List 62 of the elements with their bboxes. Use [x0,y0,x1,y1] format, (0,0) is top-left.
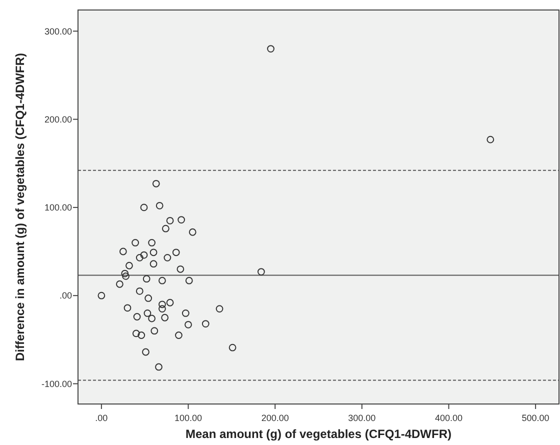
point [150,248,158,256]
point [257,268,265,276]
point [486,136,494,144]
point [166,216,174,224]
point [228,344,236,352]
point [140,251,148,259]
point [164,254,172,262]
x-tick-label: 300.00 [348,413,376,423]
y-tick-label: 100.00 [44,202,72,213]
point [175,332,182,339]
point [132,239,140,246]
point [98,292,106,300]
point [166,298,174,306]
point [184,320,192,328]
point [176,265,184,273]
y-tick-label: .00 [59,290,72,301]
point [148,239,156,246]
x-tick-label: .00 [95,413,108,423]
point [126,262,133,270]
x-tick-label: 400.00 [434,413,462,423]
point [124,304,132,312]
point [202,320,210,328]
point [188,228,196,236]
point [142,275,150,283]
point [216,305,224,313]
point [144,294,152,302]
point [155,363,162,371]
point [152,180,160,188]
y-tick-label: 200.00 [44,114,72,124]
point [148,314,156,322]
x-tick-label: 200.00 [261,413,289,423]
point [122,272,130,280]
point [140,204,148,212]
point [142,348,150,356]
point [172,248,180,256]
point [133,313,141,320]
point [116,280,124,288]
point [136,287,144,295]
point [267,45,274,52]
y-tick-label: 300.00 [44,26,72,36]
point [119,248,127,256]
point [162,224,170,232]
point [158,276,166,284]
point [132,330,140,338]
point [182,310,190,317]
point [150,327,158,335]
point [158,300,166,308]
x-axis-title: Mean amount (g) of vegetables (CFQ1-4DWFR) [185,427,452,441]
point [136,254,144,262]
point [178,216,186,224]
point [185,276,193,284]
point [138,332,146,339]
point [144,310,152,317]
point [150,260,158,268]
y-tick-label: -100.00 [41,378,72,389]
x-tick-label: 100.00 [174,413,202,423]
point [161,314,169,322]
x-tick-label: 500.00 [522,413,550,423]
y-axis-title: Difference in amount (g) of vegetables (CFQ1-4DWFR) [13,52,27,362]
point [156,202,164,210]
point [158,305,166,313]
point [121,270,129,278]
